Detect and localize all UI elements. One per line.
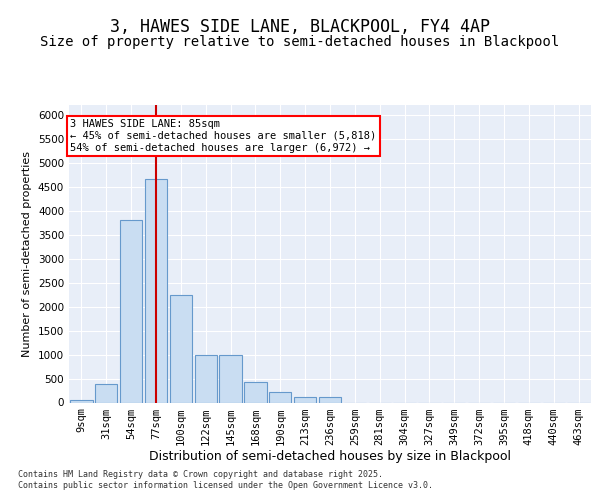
Bar: [244, 382, 266, 402]
Bar: [70, 400, 92, 402]
Bar: [220, 354, 242, 403]
Text: 3, HAWES SIDE LANE, BLACKPOOL, FY4 4AP: 3, HAWES SIDE LANE, BLACKPOOL, FY4 4AP: [110, 18, 490, 36]
Bar: [269, 392, 292, 402]
Bar: [194, 354, 217, 403]
Text: Contains HM Land Registry data © Crown copyright and database right 2025.: Contains HM Land Registry data © Crown c…: [18, 470, 383, 479]
Bar: [95, 384, 118, 402]
Bar: [145, 180, 167, 402]
Y-axis label: Number of semi-detached properties: Number of semi-detached properties: [22, 151, 32, 357]
Bar: [170, 294, 192, 403]
Text: Contains public sector information licensed under the Open Government Licence v3: Contains public sector information licen…: [18, 481, 433, 490]
Text: 3 HAWES SIDE LANE: 85sqm
← 45% of semi-detached houses are smaller (5,818)
54% o: 3 HAWES SIDE LANE: 85sqm ← 45% of semi-d…: [70, 120, 376, 152]
Bar: [294, 397, 316, 402]
Text: Size of property relative to semi-detached houses in Blackpool: Size of property relative to semi-detach…: [40, 35, 560, 49]
X-axis label: Distribution of semi-detached houses by size in Blackpool: Distribution of semi-detached houses by …: [149, 450, 511, 464]
Bar: [319, 397, 341, 402]
Bar: [120, 220, 142, 402]
